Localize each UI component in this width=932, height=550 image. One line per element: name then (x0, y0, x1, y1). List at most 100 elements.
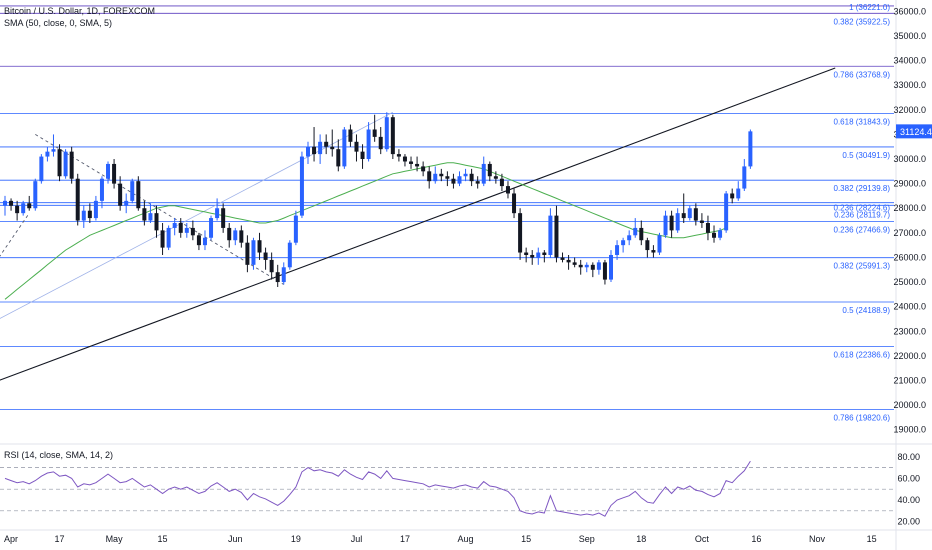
candle-body (554, 215, 559, 258)
candle-body (239, 230, 244, 243)
candle-body (451, 178, 456, 184)
candle-body (409, 161, 414, 164)
rsi-indicator-title[interactable]: RSI (14, close, SMA, 14, 2) (4, 450, 114, 460)
price-tick-label: 27000.0 (893, 228, 926, 238)
candle-body (142, 208, 147, 221)
candle-body (372, 129, 377, 137)
candle-body (584, 264, 589, 268)
candle-body (481, 163, 486, 184)
fib-level-label: 0.382 (25991.3) (834, 262, 891, 271)
candle-body (318, 141, 323, 155)
candle-body (366, 129, 371, 160)
rsi-line (4, 460, 751, 517)
candle-body (184, 227, 189, 233)
time-tick-label: Oct (695, 534, 710, 544)
fib-level-label: 0.5 (24188.9) (842, 306, 890, 315)
candle-body (402, 156, 407, 162)
rsi-tick-label: 40.00 (897, 495, 920, 505)
price-tick-label: 26000.0 (893, 252, 926, 262)
candle-body (705, 223, 710, 233)
candle-body (748, 131, 753, 167)
candle-body (693, 208, 698, 221)
candle-body (124, 200, 129, 206)
candle-body (742, 166, 747, 189)
candle-body (15, 205, 20, 214)
rsi-tick-label: 20.00 (897, 517, 920, 527)
symbol-title[interactable]: Bitcoin / U.S. Dollar, 1D, FOREXCOM (4, 6, 156, 16)
candle-body (245, 242, 250, 265)
candle-body (81, 210, 86, 221)
rsi-tick-label: 80.00 (897, 452, 920, 462)
time-axis[interactable]: Apr 17 May 15 Jun 19 Jul 17 Aug 15 Sep 18 Oct 16 Nov 15 (4, 534, 877, 544)
candle-body (415, 163, 420, 167)
time-tick-label: 17 (55, 534, 65, 544)
time-tick-label: Nov (809, 534, 826, 544)
candle-body (354, 141, 359, 152)
candle-body (51, 149, 56, 152)
sma-indicator-title[interactable]: SMA (50, close, 0, SMA, 5) (4, 18, 113, 28)
candle-body (645, 240, 650, 251)
time-tick-label: 15 (867, 534, 877, 544)
candle-body (299, 156, 304, 216)
candle-body (669, 215, 674, 231)
candle-body (639, 227, 644, 241)
candle-body (166, 227, 171, 248)
candle-body (524, 252, 529, 255)
candle-body (378, 136, 383, 150)
price-tick-label: 21000.0 (893, 375, 926, 385)
candle-body (433, 173, 438, 182)
sma-50-overlay (4, 162, 727, 300)
fib-level-label: 0.236 (28224.6) (834, 204, 891, 213)
candle-body (172, 223, 177, 228)
time-tick-label: 18 (636, 534, 646, 544)
candle-body (312, 146, 317, 155)
candle-body (348, 129, 353, 142)
candle-body (675, 213, 680, 231)
time-tick-label: 15 (521, 534, 531, 544)
candle-body (730, 193, 735, 199)
candle-body (99, 178, 104, 201)
candle-body (736, 188, 741, 199)
candle-body (487, 163, 492, 177)
fib-level-label: 0.786 (19820.6) (834, 414, 891, 423)
candle-body (463, 173, 468, 177)
candle-body (712, 232, 717, 238)
candle-body (196, 235, 201, 246)
rsi-legend: RSI (14, close, SMA, 14, 2) (4, 449, 113, 461)
candle-body (209, 218, 214, 238)
candle-body (336, 149, 341, 167)
candle-body (609, 254, 613, 280)
candle-body (233, 230, 238, 241)
price-tick-label: 36000.0 (893, 6, 926, 16)
candle-body (9, 200, 14, 206)
candle-body (160, 230, 165, 248)
price-tick-label: 30000.0 (893, 154, 926, 164)
rsi-pane: 20.00 40.00 60.00 80.00 (0, 452, 920, 527)
candle-body (112, 163, 117, 184)
price-tick-label: 35000.0 (893, 31, 926, 41)
last-price-badge (896, 124, 932, 139)
candle-body (596, 262, 601, 270)
time-tick-label: 15 (158, 534, 168, 544)
candle-body (469, 173, 474, 182)
candle-body (445, 176, 450, 179)
candle-body (93, 200, 98, 219)
candle-body (499, 178, 504, 187)
time-tick-label: Jun (228, 534, 243, 544)
candle-body (118, 183, 123, 206)
candle-body (69, 151, 74, 179)
trendline (0, 67, 836, 381)
candle-body (324, 141, 329, 147)
candle-body (548, 215, 553, 255)
fib-level-label: 0.382 (29139.8) (834, 184, 891, 193)
candle-body (202, 237, 207, 246)
candle-body (39, 156, 44, 182)
price-tick-label: 23000.0 (893, 326, 926, 336)
candle-body (421, 166, 426, 172)
candle-body (136, 181, 141, 209)
candle-body (281, 267, 286, 283)
price-tick-label: 28000.0 (893, 203, 926, 213)
